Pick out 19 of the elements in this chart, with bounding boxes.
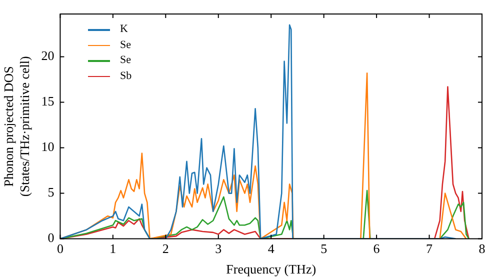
y-tick-label: 5 [48,184,54,200]
y-tick-label: 20 [41,48,54,64]
x-tick-label: 3 [215,241,222,256]
x-tick-label: 8 [478,241,486,256]
x-tick-label: 5 [320,241,328,256]
legend-label: Se [120,38,131,52]
x-tick-label: 1 [110,241,116,256]
legend-label: Sb [120,68,132,84]
y-axis-title: Phonon projected DOS (States/THz·primitive cell) [1,56,32,197]
x-tick-label: 2 [162,241,169,256]
x-axis-title: Frequency (THz) [226,262,316,277]
y-tick-label: 15 [41,94,54,109]
x-tick-label: 7 [426,241,434,256]
x-tick-label: 4 [268,241,275,256]
legend-label: K [120,22,128,37]
x-tick-label: 6 [373,241,380,256]
y-tick-label: 10 [41,139,54,154]
legend-label: Se [120,53,131,68]
y-tick-label: 0 [48,230,54,246]
